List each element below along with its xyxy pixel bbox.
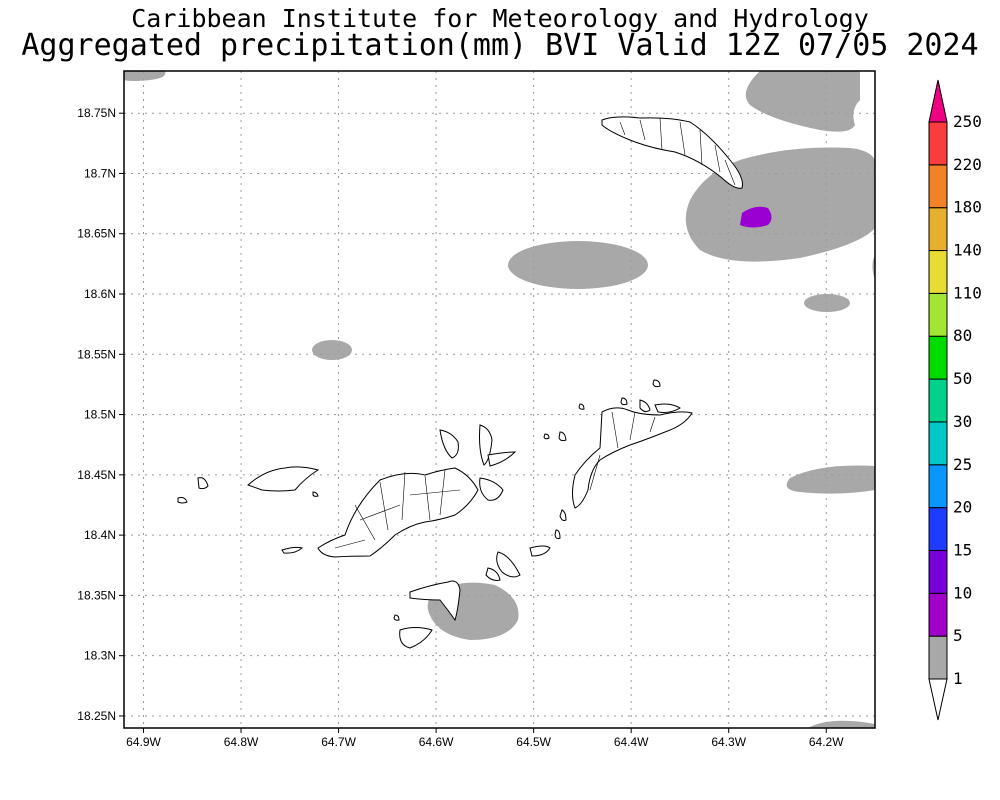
island-cay-3 — [578, 403, 585, 410]
lat-tick-label: 18.75N — [77, 106, 116, 120]
precip-area — [808, 720, 875, 728]
lat-tick-label: 18.6N — [84, 287, 116, 301]
colorbar-swatch — [928, 635, 948, 680]
island-sandy — [177, 497, 188, 504]
lat-tick-label: 18.45N — [77, 468, 116, 482]
lon-tick-label: 64.4W — [614, 735, 649, 749]
island-anegada — [601, 116, 743, 189]
island-jost-van-dyke — [247, 466, 320, 492]
island-tortola-interior — [334, 469, 461, 549]
colorbar-label: 140 — [953, 241, 982, 260]
colorbar-swatch — [928, 250, 948, 294]
lon-tick-label: 64.2W — [809, 735, 844, 749]
colorbar-swatch — [928, 335, 948, 380]
island-virgin-gorda-interior — [589, 411, 656, 491]
lat-tick-label: 18.3N — [84, 649, 116, 663]
colorbar-swatch — [928, 421, 948, 466]
lon-tick-label: 64.7W — [321, 735, 356, 749]
colorbar-label: 1 — [953, 669, 963, 688]
lat-tick-label: 18.5N — [84, 408, 116, 422]
lat-axis: 18.25N 18.3N 18.35N 18.4N 18.45N 18.5N 18.55N 1… — [77, 106, 124, 723]
precip-area — [786, 465, 875, 494]
colorbar-label: 5 — [953, 626, 963, 645]
colorbar-label: 50 — [953, 369, 972, 388]
colorbar-swatch — [928, 507, 948, 551]
island-cay-8 — [620, 397, 628, 406]
colorbar-swatch — [928, 549, 948, 594]
islands — [177, 116, 743, 649]
map-frame — [123, 70, 876, 729]
graticule — [124, 71, 875, 728]
lon-tick-label: 64.5W — [516, 735, 551, 749]
colorbar-swatch — [928, 164, 948, 209]
island-beef — [479, 477, 504, 501]
lat-tick-label: 18.55N — [77, 347, 116, 361]
island-norman — [409, 580, 461, 622]
island-peter — [399, 627, 433, 649]
colorbar-swatch — [928, 121, 948, 166]
colorbar-swatch — [928, 464, 948, 509]
precip-area — [740, 206, 772, 228]
colorbar-label: 15 — [953, 540, 972, 559]
island-scrub — [487, 451, 517, 467]
island-ginger — [485, 567, 501, 581]
island-cooper — [496, 551, 521, 578]
colorbar-swatch — [928, 292, 948, 337]
precip-area — [745, 71, 860, 132]
precip-area — [312, 340, 352, 360]
island-tortola — [317, 467, 479, 558]
colorbar-swatch — [928, 378, 948, 423]
island-cay-7 — [312, 491, 319, 497]
colorbar-label: 180 — [953, 198, 982, 217]
lat-tick-label: 18.4N — [84, 528, 116, 542]
colorbar-label: 220 — [953, 155, 982, 174]
island-great-thatch — [281, 546, 304, 554]
island-cay-5 — [554, 529, 561, 540]
island-cay-2 — [543, 433, 550, 440]
lon-tick-label: 64.8W — [224, 735, 259, 749]
chart-title: Caribbean Institute for Meteorology and … — [131, 4, 869, 33]
lat-tick-label: 18.35N — [77, 588, 116, 602]
island-mosquito — [639, 399, 651, 413]
lat-tick-label: 18.7N — [84, 166, 116, 180]
island-little-jost — [197, 477, 209, 490]
island-virgin-gorda — [572, 407, 693, 509]
precip-area — [804, 294, 850, 312]
lon-axis: 64.9W 64.8W 64.7W 64.6W 64.5W 64.4W 64.3W 64.2W — [126, 728, 844, 749]
colorbar-label: 10 — [953, 583, 972, 602]
colorbar-arrow-low — [928, 678, 948, 721]
colorbar-label: 110 — [953, 283, 982, 302]
island-guana — [439, 429, 459, 459]
colorbar-arrow-high — [928, 79, 948, 123]
island-anegada-interior — [619, 117, 736, 186]
island-salt — [529, 545, 551, 557]
island-fallen-jerusalem — [559, 509, 567, 521]
colorbar-swatch — [928, 207, 948, 252]
colorbar-swatch — [928, 592, 948, 637]
colorbar-label: 20 — [953, 498, 972, 517]
lat-tick-label: 18.25N — [77, 709, 116, 723]
lon-tick-label: 64.3W — [711, 735, 746, 749]
precip-area — [124, 71, 166, 81]
chart-subtitle: Aggregated precipitation(mm) BVI Valid 1… — [21, 28, 979, 63]
island-cay-1 — [558, 431, 567, 442]
lat-tick-label: 18.65N — [77, 227, 116, 241]
colorbar-label: 80 — [953, 326, 972, 345]
colorbar-label: 30 — [953, 412, 972, 431]
island-eustatia — [654, 403, 681, 413]
island-cay-4 — [652, 379, 661, 388]
lon-tick-label: 64.9W — [126, 735, 161, 749]
island-cay-6 — [393, 614, 400, 621]
colorbar-label: 25 — [953, 455, 972, 474]
colorbar-label: 250 — [953, 112, 982, 131]
precip-area — [508, 241, 648, 289]
lon-tick-label: 64.6W — [419, 735, 454, 749]
